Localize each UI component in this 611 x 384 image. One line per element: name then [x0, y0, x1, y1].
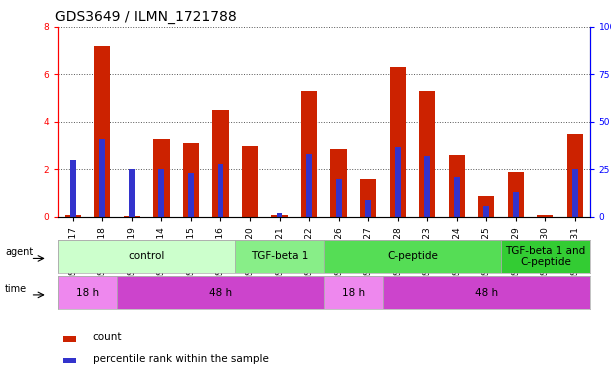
- Bar: [277, 213, 282, 217]
- Bar: [64, 358, 76, 364]
- Bar: [537, 215, 554, 217]
- Bar: [567, 134, 583, 217]
- Text: count: count: [93, 331, 122, 341]
- Bar: [324, 240, 501, 273]
- Bar: [306, 154, 312, 217]
- Bar: [117, 276, 324, 309]
- Bar: [501, 240, 590, 273]
- Bar: [324, 276, 383, 309]
- Bar: [513, 192, 519, 217]
- Text: 48 h: 48 h: [475, 288, 498, 298]
- Text: 48 h: 48 h: [209, 288, 232, 298]
- Bar: [158, 169, 164, 217]
- Bar: [64, 336, 76, 341]
- Bar: [360, 179, 376, 217]
- Bar: [271, 215, 288, 217]
- Bar: [70, 160, 76, 217]
- Bar: [188, 173, 194, 217]
- Text: control: control: [128, 251, 165, 262]
- Text: TGF-beta 1 and
C-peptide: TGF-beta 1 and C-peptide: [505, 245, 585, 267]
- Bar: [365, 200, 371, 217]
- Bar: [448, 155, 465, 217]
- Bar: [301, 91, 317, 217]
- Text: time: time: [5, 284, 27, 294]
- Bar: [242, 146, 258, 217]
- Bar: [183, 143, 199, 217]
- Bar: [331, 149, 346, 217]
- Bar: [454, 177, 459, 217]
- Bar: [508, 172, 524, 217]
- Text: TGF-beta 1: TGF-beta 1: [251, 251, 308, 262]
- Bar: [213, 110, 229, 217]
- Bar: [483, 205, 489, 217]
- Text: percentile rank within the sample: percentile rank within the sample: [93, 354, 268, 364]
- Bar: [58, 240, 235, 273]
- Text: agent: agent: [5, 247, 33, 258]
- Bar: [153, 139, 169, 217]
- Text: C-peptide: C-peptide: [387, 251, 438, 262]
- Bar: [94, 46, 111, 217]
- Bar: [383, 276, 590, 309]
- Bar: [335, 179, 342, 217]
- Bar: [478, 195, 494, 217]
- Bar: [424, 156, 430, 217]
- Bar: [100, 139, 105, 217]
- Bar: [129, 169, 135, 217]
- Bar: [395, 147, 401, 217]
- Text: GDS3649 / ILMN_1721788: GDS3649 / ILMN_1721788: [55, 10, 236, 23]
- Bar: [419, 91, 435, 217]
- Text: 18 h: 18 h: [76, 288, 99, 298]
- Bar: [65, 215, 81, 217]
- Bar: [235, 240, 324, 273]
- Bar: [390, 67, 406, 217]
- Bar: [124, 216, 140, 217]
- Bar: [58, 276, 117, 309]
- Text: 18 h: 18 h: [342, 288, 365, 298]
- Bar: [218, 164, 224, 217]
- Bar: [572, 169, 578, 217]
